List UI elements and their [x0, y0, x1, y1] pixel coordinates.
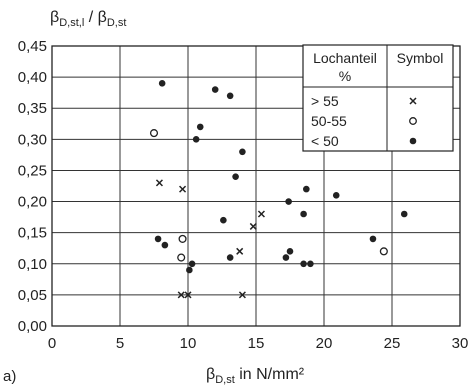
y-tick-label: 0,40 — [18, 69, 47, 86]
point-filled-circle — [239, 148, 246, 156]
point-x-marker — [238, 291, 246, 299]
point-open-circle — [177, 253, 186, 262]
legend-symbol-filled-circle — [409, 137, 417, 145]
y-axis-label: βD,st,l / βD,st — [50, 9, 126, 29]
point-filled-circle — [286, 248, 294, 255]
x-tick-label: 25 — [384, 335, 401, 352]
y-axis-label-sub2: D,st — [107, 17, 127, 29]
point-filled-circle — [226, 92, 234, 100]
point-filled-circle — [161, 241, 169, 249]
legend-row-label-lt50: < 50 — [311, 133, 339, 149]
y-tick-labels: 0,00 0,05 0,10 0,15 0,20 0,25 0,30 0,35 0,40 0,45 — [18, 38, 47, 335]
x-tick-label: 0 — [48, 335, 56, 352]
y-axis-label-main: β — [50, 9, 59, 26]
legend-header-symbol: Symbol — [397, 50, 444, 66]
point-filled-circle — [300, 210, 307, 218]
point-x-marker — [184, 291, 192, 299]
y-tick-label: 0,35 — [18, 100, 47, 117]
x-axis-label-rest: in N/mm² — [235, 366, 305, 383]
point-filled-circle — [220, 216, 227, 224]
x-tick-label: 20 — [316, 335, 333, 352]
legend-symbol-x — [409, 97, 417, 105]
point-x-marker — [155, 179, 163, 187]
y-axis-label-sub1: D,st,l — [59, 17, 84, 29]
legend-header-percent: % — [339, 68, 351, 84]
point-x-marker — [177, 291, 185, 299]
x-axis-label-main: β — [206, 366, 215, 383]
x-tick-label: 15 — [248, 335, 265, 352]
point-filled-circle — [211, 86, 219, 93]
legend-symbol-open-circle — [409, 117, 417, 125]
legend-box — [302, 44, 454, 152]
y-tick-label: 0,00 — [18, 318, 47, 335]
point-filled-circle — [188, 260, 196, 268]
y-tick-label: 0,05 — [18, 287, 47, 304]
point-filled-circle — [400, 210, 408, 218]
legend: Lochanteil % Symbol > 55 50-55 < 50 — [302, 44, 454, 152]
point-filled-circle — [332, 192, 340, 199]
y-tick-label: 0,10 — [18, 256, 47, 273]
point-open-circle — [178, 234, 187, 243]
point-filled-circle — [158, 80, 166, 87]
point-filled-circle — [226, 254, 234, 261]
x-tick-label: 5 — [116, 335, 124, 352]
point-filled-circle — [300, 260, 307, 268]
point-filled-circle — [307, 260, 314, 268]
y-tick-label: 0,15 — [18, 225, 47, 242]
legend-row-label-50-55: 50-55 — [311, 113, 347, 129]
legend-header-lochanteil: Lochanteil — [313, 50, 377, 66]
point-filled-circle — [186, 266, 193, 274]
x-tick-label: 30 — [452, 335, 469, 352]
panel-label: a) — [3, 368, 16, 385]
point-x-marker — [257, 210, 265, 218]
point-x-marker — [249, 222, 257, 230]
point-open-circle — [149, 129, 159, 138]
y-tick-label: 0,20 — [18, 194, 47, 211]
point-x-marker — [236, 247, 244, 255]
point-filled-circle — [303, 185, 310, 193]
x-tick-labels: 0 5 10 15 20 25 30 — [48, 335, 469, 352]
plot-frame — [51, 45, 461, 327]
legend-row-label-gt55: > 55 — [311, 93, 339, 109]
point-filled-circle — [369, 235, 377, 243]
point-open-circle — [379, 247, 388, 256]
data-points — [149, 80, 408, 299]
point-filled-circle — [232, 173, 239, 180]
point-filled-circle — [154, 235, 162, 243]
x-axis-label: βD,st in N/mm² — [206, 366, 305, 386]
y-tick-label: 0,45 — [18, 38, 47, 55]
point-filled-circle — [282, 254, 290, 261]
point-filled-circle — [192, 136, 200, 143]
y-axis-label-mid: / β — [84, 9, 107, 26]
point-filled-circle — [285, 198, 292, 205]
point-filled-circle — [196, 123, 204, 131]
x-axis-label-sub: D,st — [215, 374, 235, 386]
y-tick-label: 0,25 — [18, 162, 47, 179]
point-x-marker — [179, 185, 187, 193]
y-tick-label: 0,30 — [18, 131, 47, 148]
x-tick-label: 10 — [180, 335, 197, 352]
